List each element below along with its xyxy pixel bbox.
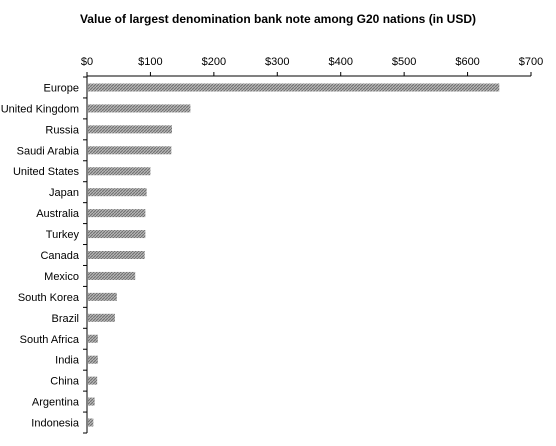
category-label: Russia xyxy=(45,124,80,136)
bar xyxy=(88,397,95,406)
bar xyxy=(88,271,136,280)
category-label: India xyxy=(55,355,80,367)
x-axis: $0 $100 $200 $300 $400 $500 $600 $700 xyxy=(81,56,543,433)
bar xyxy=(88,104,191,113)
category-label: Saudi Arabia xyxy=(17,145,80,157)
bar xyxy=(88,313,115,322)
x-tick-label: $400 xyxy=(328,56,352,68)
y-axis: Europe United Kingdom Russia Saudi Arabia Un… xyxy=(1,76,87,434)
category-label: Argentina xyxy=(32,397,80,409)
category-label: South Korea xyxy=(18,292,80,304)
bar xyxy=(88,209,146,218)
category-label: Indonesia xyxy=(31,418,80,430)
bar xyxy=(88,83,500,92)
category-label: Turkey xyxy=(46,229,80,241)
category-label: Mexico xyxy=(44,271,79,283)
bar xyxy=(88,188,147,197)
category-label: Canada xyxy=(40,250,79,262)
category-label: Australia xyxy=(36,208,80,220)
x-tick-label: $700 xyxy=(519,56,543,68)
bar xyxy=(88,251,145,259)
x-tick-label: $0 xyxy=(81,56,93,68)
bars xyxy=(88,83,500,427)
category-label: Japan xyxy=(49,187,79,199)
bar xyxy=(88,376,98,385)
bar xyxy=(88,146,172,155)
x-tick-label: $100 xyxy=(138,56,162,68)
category-label: United States xyxy=(13,166,80,178)
chart-title: Value of largest denomination bank note … xyxy=(80,12,476,26)
bar xyxy=(88,418,94,427)
x-tick-label: $200 xyxy=(202,56,226,68)
x-tick-label: $300 xyxy=(265,56,289,68)
category-label: Europe xyxy=(44,82,79,94)
category-label: United Kingdom xyxy=(1,103,79,115)
bar xyxy=(88,334,98,343)
x-tick-label: $600 xyxy=(455,56,479,68)
bar xyxy=(88,167,151,176)
bar xyxy=(88,355,98,364)
category-label: China xyxy=(50,376,80,388)
x-tick-label: $500 xyxy=(392,56,416,68)
bar xyxy=(88,230,146,239)
category-label: South Africa xyxy=(20,334,80,346)
category-label: Brazil xyxy=(51,313,79,325)
bar xyxy=(88,292,117,301)
bar xyxy=(88,125,172,134)
